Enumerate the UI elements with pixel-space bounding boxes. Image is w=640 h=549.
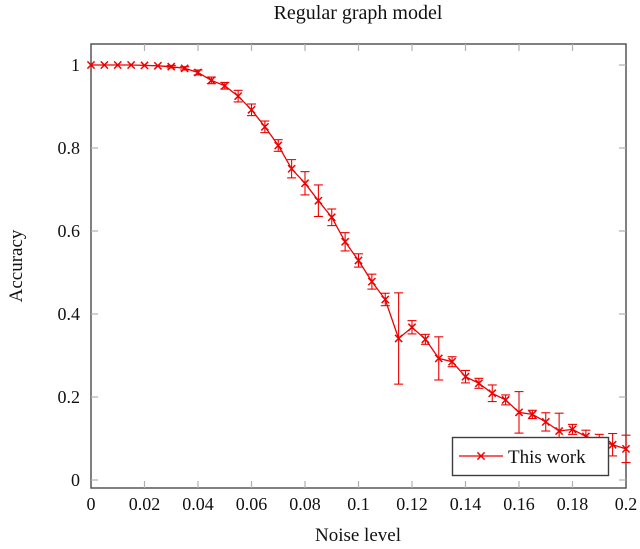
x-marker (528, 410, 537, 419)
x-marker (140, 61, 149, 70)
chart-title: Regular graph model (274, 2, 443, 24)
y-tick-label: 0.6 (58, 221, 81, 241)
x-marker (621, 444, 631, 454)
x-tick-label: 0.04 (182, 494, 214, 514)
x-marker (247, 105, 256, 114)
x-marker (394, 334, 403, 343)
legend: This work (451, 436, 610, 477)
x-marker (314, 196, 323, 205)
x-marker (554, 426, 564, 436)
x-tick-label: 0.02 (129, 494, 161, 514)
x-marker (100, 60, 109, 70)
x-marker (367, 277, 377, 286)
error-bars (166, 64, 631, 464)
x-marker (474, 379, 484, 388)
x-marker (153, 61, 163, 70)
x-tick-label: 0.2 (615, 494, 638, 514)
x-marker (434, 354, 443, 363)
x-marker (608, 440, 617, 449)
x-marker (381, 295, 390, 304)
x-marker (541, 417, 550, 427)
x-marker (126, 60, 136, 70)
plot-area: 0 0.02 0.04 0.06 0.08 0.1 0.12 0.14 0.16 0.18 0.2 0… (58, 43, 638, 514)
x-marker (300, 179, 310, 188)
y-axis-label: Accuracy (6, 229, 27, 302)
x-marker (274, 141, 283, 150)
x-tick-label: 0 (87, 494, 96, 514)
x-marker (260, 122, 270, 131)
legend-sample-marker (476, 451, 486, 461)
x-marker (287, 164, 296, 173)
x-marker (421, 335, 430, 344)
x-marker (180, 64, 189, 73)
x-tick-label: 0.14 (450, 494, 482, 514)
y-tick-label: 0.8 (58, 138, 81, 158)
legend-line-sample (459, 451, 503, 461)
x-marker (568, 425, 577, 434)
x-marker (340, 237, 350, 246)
x-tick-label: 0.18 (557, 494, 589, 514)
x-marker (207, 76, 216, 85)
x-marker (407, 323, 417, 332)
x-marker (488, 389, 497, 398)
x-marker (86, 60, 96, 70)
x-marker (327, 213, 336, 222)
x-tick-label: 0.1 (347, 494, 370, 514)
x-tick-label: 0.06 (236, 494, 268, 514)
x-marker (447, 357, 457, 366)
x-marker (220, 81, 229, 90)
x-marker (167, 62, 176, 71)
x-marker (354, 256, 363, 265)
x-marker (514, 408, 524, 417)
x-marker (461, 372, 470, 381)
y-tick-label: 0 (71, 470, 80, 490)
data-markers (86, 60, 631, 454)
y-tick-label: 0.4 (58, 304, 81, 324)
x-tick-label: 0.12 (396, 494, 428, 514)
legend-label: This work (508, 447, 586, 468)
x-tick-label: 0.16 (503, 494, 535, 514)
x-marker (113, 60, 122, 70)
x-marker (233, 91, 243, 101)
x-marker (193, 68, 203, 77)
x-tick-label: 0.08 (289, 494, 321, 514)
x-marker (501, 395, 510, 405)
y-tick-label: 0.2 (58, 387, 81, 407)
y-tick-label: 1 (71, 55, 80, 75)
x-axis-label: Noise level (315, 525, 401, 546)
